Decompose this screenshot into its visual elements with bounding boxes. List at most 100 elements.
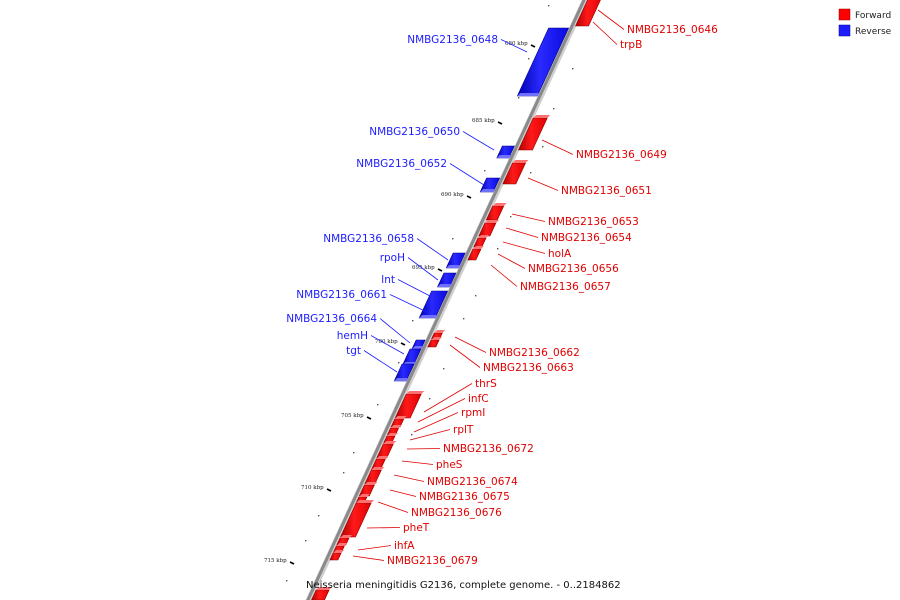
minor-tick <box>443 368 445 370</box>
label-layer: NMBG2136_0648 NMBG2136_0650 NMBG2136_0652 N… <box>286 24 718 567</box>
leader-line <box>377 501 409 513</box>
gene-label-nmbg2136-0646: NMBG2136_0646 <box>627 24 718 36</box>
gene-label-nmbg2136-0648: NMBG2136_0648 <box>407 34 498 46</box>
gene-label-tgt: tgt <box>346 345 361 357</box>
gene-block-forward-bevel <box>492 203 507 206</box>
gene-label-nmbg2136-0657: NMBG2136_0657 <box>520 281 611 293</box>
leader-line <box>357 545 392 551</box>
tick-mark <box>437 268 443 272</box>
gene-block-forward-bevel <box>478 235 490 238</box>
gene-label-nmbg2136-0664: NMBG2136_0664 <box>286 313 377 325</box>
gene-block-reverse-bevel <box>480 189 497 192</box>
tick-label: 695 kbp <box>412 265 435 271</box>
minor-tick <box>463 318 465 320</box>
tick-mark <box>326 488 332 492</box>
minor-tick <box>572 68 574 70</box>
gene-label-lnt: lnt <box>381 274 395 286</box>
leader-line <box>413 412 459 433</box>
tick-mark <box>466 195 472 199</box>
gene-label-nmbg2136-0661: NMBG2136_0661 <box>296 289 387 301</box>
minor-tick <box>484 170 486 172</box>
gene-label-nmbg2136-0674: NMBG2136_0674 <box>427 476 518 488</box>
leader-line <box>502 241 546 254</box>
gene-block-forward-bevel <box>386 433 398 436</box>
gene-label-nmbg2136-0672: NMBG2136_0672 <box>443 443 534 455</box>
legend: Forward Reverse <box>838 8 892 37</box>
tick-label: 680 kbp <box>505 41 528 47</box>
leader-line <box>370 335 405 355</box>
gene-label-nmbg2136-0656: NMBG2136_0656 <box>528 263 619 275</box>
gene-block-reverse-bevel <box>394 378 410 381</box>
gene-label-rpmi: rpmI <box>461 407 485 419</box>
tick-label: 710 kbp <box>301 485 324 491</box>
tick-layer: 680 kbp 685 kbp 690 kbp 695 kbp 700 kbp 705 k… <box>264 41 536 565</box>
backbone <box>306 0 586 600</box>
leader-line <box>449 344 481 368</box>
leader-line <box>500 39 528 53</box>
dot-layer <box>286 5 574 582</box>
gene-block-forward-bevel <box>336 543 348 546</box>
gene-label-nmbg2136-0653: NMBG2136_0653 <box>548 216 639 228</box>
gene-block-forward-bevel <box>316 587 333 590</box>
leader-line <box>416 238 449 261</box>
gene-block-forward-bevel <box>364 482 378 485</box>
tick-label: 685 kbp <box>472 118 495 124</box>
minor-tick <box>553 108 555 110</box>
leader-line <box>511 213 546 222</box>
leader-line <box>417 398 466 423</box>
leader-layer <box>352 9 625 561</box>
minor-tick <box>542 146 544 148</box>
tick-label: 700 kbp <box>375 339 398 345</box>
feature-layer <box>311 0 601 600</box>
leader-line <box>397 279 431 297</box>
gene-block-forward-bevel <box>376 456 389 459</box>
tick-label: 715 kbp <box>264 558 287 564</box>
gene-block-forward-bevel <box>394 416 407 419</box>
tick-label: 690 kbp <box>441 192 464 198</box>
leader-line <box>423 383 473 413</box>
minor-tick <box>398 362 400 364</box>
gene-label-hemh: hemH <box>337 330 368 342</box>
gene-label-nmbg2136-0662: NMBG2136_0662 <box>489 347 580 359</box>
leader-line <box>527 177 559 191</box>
leader-line <box>454 336 487 353</box>
legend-reverse-label: Reverse <box>855 27 892 37</box>
minor-tick <box>518 97 520 99</box>
minor-tick <box>475 295 477 297</box>
gene-label-nmbg2136-0652: NMBG2136_0652 <box>356 158 447 170</box>
gene-block-reverse-bevel <box>437 284 453 287</box>
gene-label-phet: pheT <box>403 522 430 534</box>
legend-forward-label: Forward <box>855 11 891 21</box>
gene-block-forward-bevel <box>383 441 397 444</box>
leader-line <box>363 350 398 373</box>
minor-tick <box>377 404 379 406</box>
gene-block-forward-bevel <box>371 467 385 470</box>
gene-label-nmbg2136-0651: NMBG2136_0651 <box>561 185 652 197</box>
leader-line <box>406 448 441 450</box>
gene-label-phes: pheS <box>436 459 463 471</box>
minor-tick <box>510 216 512 218</box>
gene-block-forward-bevel <box>390 425 402 428</box>
leader-line <box>393 474 425 482</box>
minor-tick <box>343 472 345 474</box>
gene-block-reverse-bevel <box>411 346 424 349</box>
gene-label-ihfa: ihfA <box>394 540 415 552</box>
tick-mark <box>497 121 503 125</box>
tick-label: 705 kbp <box>341 413 364 419</box>
minor-tick <box>528 58 530 60</box>
gene-label-nmbg2136-0675: NMBG2136_0675 <box>419 491 510 503</box>
gene-block-forward <box>575 0 601 27</box>
gene-block-reverse-bevel <box>419 315 439 318</box>
leader-line <box>389 489 417 497</box>
gene-block-reverse-bevel <box>446 265 462 268</box>
leader-line <box>597 9 625 30</box>
gene-label-trpb: trpB <box>620 39 642 51</box>
leader-line <box>401 460 434 465</box>
gene-label-infc: infC <box>468 393 489 405</box>
leader-line <box>490 264 518 287</box>
gene-label-nmbg2136-0654: NMBG2136_0654 <box>541 232 632 244</box>
gene-block-reverse-bevel <box>517 93 541 96</box>
gene-block-forward-bevel <box>484 220 499 223</box>
gene-label-nmbg2136-0649: NMBG2136_0649 <box>576 149 667 161</box>
